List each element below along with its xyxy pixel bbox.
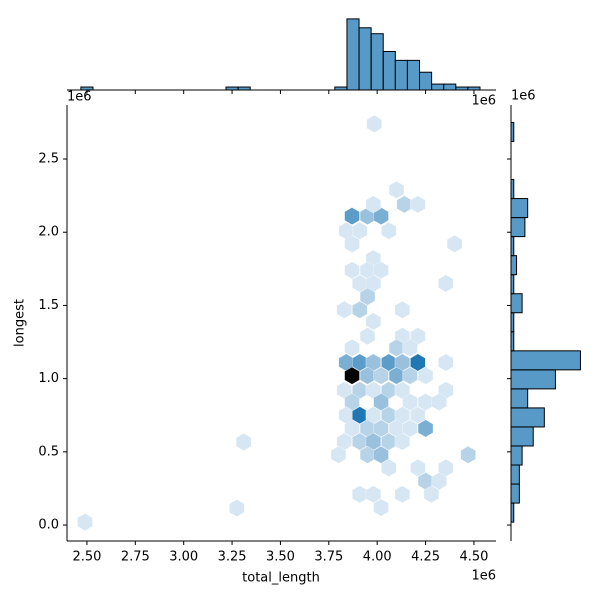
hexbin-cell: [344, 261, 360, 280]
hexbin-cell: [417, 366, 434, 385]
hexbin-cell: [365, 485, 381, 504]
x-axis-label: total_length: [242, 571, 320, 586]
x-tick-label: 3.75: [314, 550, 343, 565]
hexbin-cell: [460, 446, 476, 464]
x-tick-label: 3.50: [266, 550, 295, 565]
y-tick-label: 0.0: [38, 518, 59, 533]
right-hist-bar: [510, 445, 523, 466]
hexbin-cell: [365, 312, 381, 331]
right-hist-bar: [510, 350, 581, 371]
y-tick-label: 1.0: [38, 371, 59, 386]
hexbin-cell: [236, 433, 252, 451]
hexbin-cell: [402, 419, 418, 438]
hexbin-cell: [365, 195, 381, 214]
x-tick-label: 3.25: [218, 550, 247, 565]
hexbin-cell: [431, 393, 447, 411]
hexbin-cell: [438, 274, 454, 293]
x-offset-label: 1e6: [471, 569, 496, 584]
right-hist-bar: [510, 198, 529, 219]
right-hist-bar: [510, 426, 534, 447]
hexbin-cell: [394, 485, 410, 504]
right-hist-bar: [510, 255, 518, 276]
right-hist-bar: [510, 293, 523, 314]
hexbin-cell: [344, 207, 360, 225]
right-hist-bar: [510, 407, 545, 428]
hexbin-cell: [438, 353, 454, 372]
right-marginal-offset-label: 1e6: [511, 89, 536, 104]
right-hist-bar: [510, 464, 520, 485]
hexbin-cell: [402, 366, 418, 385]
hexbin-cell: [373, 261, 389, 280]
hexbin-cell: [352, 301, 368, 319]
hexbin-cell: [396, 195, 412, 214]
top-hist-bar: [443, 83, 457, 91]
y-tick-label: 2.5: [38, 152, 59, 167]
hexbin-cell: [229, 499, 245, 517]
top-marginal-offset-label: 1e6: [471, 94, 496, 109]
hexbin-cell: [394, 381, 410, 400]
hexbin-cell: [359, 287, 376, 306]
top-hist-bar: [382, 50, 396, 91]
hexbin-cell: [373, 419, 389, 438]
right-hist-bar: [510, 217, 526, 238]
top-hist-bar: [370, 33, 384, 91]
hexbin-cell: [402, 339, 418, 357]
right-hist-bar: [510, 369, 556, 390]
hexbin-cell: [410, 195, 426, 214]
y-tick-label: 0.5: [38, 444, 59, 459]
right-hist-bar: [510, 483, 520, 504]
x-tick-label: 4.25: [411, 550, 440, 565]
hexbin-cell: [352, 222, 368, 240]
hexbin-cell: [417, 419, 434, 438]
hexbin-cell: [359, 327, 376, 345]
hexbin-cell: [352, 485, 368, 504]
hexbin-cell: [388, 181, 405, 199]
hexbin-cell: [410, 459, 426, 477]
hexbin-cell: [344, 339, 360, 357]
hexbin-cell: [373, 393, 389, 411]
right-hist-bar: [510, 388, 529, 409]
top-hist-bar: [346, 18, 360, 91]
hexbin-cell: [336, 301, 352, 319]
x-tick-label: 4.50: [459, 550, 488, 565]
y-tick-label: 2.0: [38, 225, 59, 240]
hexbin-cell: [446, 235, 463, 253]
hexbin-cell: [344, 419, 360, 438]
hexbin-cell: [77, 513, 93, 531]
top-hist-bar: [406, 59, 421, 91]
top-hist-bar: [419, 71, 433, 91]
x-tick-label: 2.75: [121, 550, 150, 565]
hexbin-cell: [431, 472, 447, 490]
hexbin-cell: [373, 446, 389, 464]
y-axis-label: longest: [13, 299, 28, 347]
hexbin-cell: [394, 301, 410, 319]
hexbin-cell: [410, 406, 426, 424]
top-hist-bar: [394, 59, 408, 91]
hexbin-cell: [330, 446, 347, 464]
hexbin-cell: [373, 498, 389, 517]
top-hist-bar: [431, 83, 445, 91]
hexbin-cell: [402, 393, 418, 411]
hexbin-cell: [394, 432, 410, 451]
hexbin-cell: [410, 327, 426, 345]
x-tick-label: 3.00: [169, 550, 198, 565]
hexbin-cell: [344, 366, 360, 385]
hexbin-cell: [373, 366, 389, 385]
hexbin-cell: [410, 353, 426, 372]
hexbin-cell: [336, 381, 352, 400]
hexbin-cell: [381, 222, 397, 240]
y-offset-label: 1e6: [67, 90, 92, 105]
top-hist-bar: [358, 27, 372, 91]
hexbin-cell: [366, 115, 382, 133]
hexbin-cell: [344, 235, 360, 253]
x-tick-label: 4.00: [363, 550, 392, 565]
y-tick-label: 1.5: [38, 298, 59, 313]
x-tick-label: 2.50: [72, 550, 101, 565]
hexbin-cell: [365, 381, 381, 400]
hexbin-cell: [423, 485, 439, 504]
hexbin-cell: [381, 459, 397, 477]
